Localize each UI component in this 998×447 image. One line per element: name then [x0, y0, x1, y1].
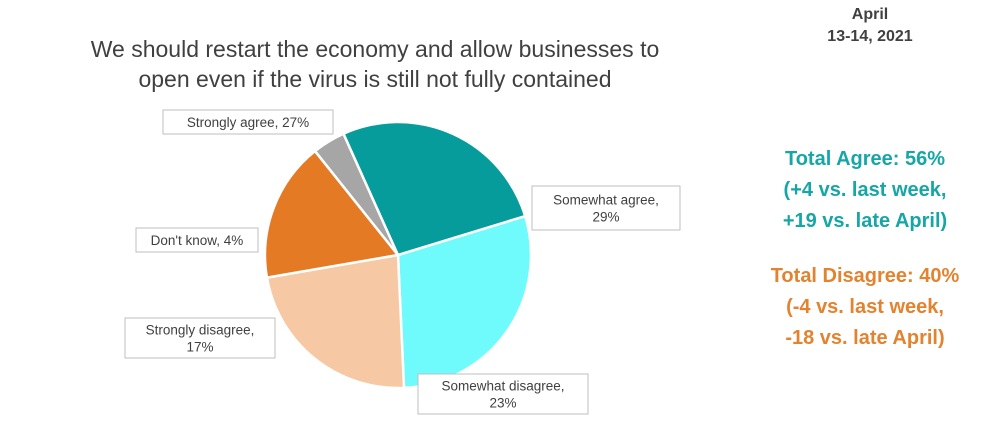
slice-label-text: Somewhat agree, [553, 193, 659, 208]
total-disagree-line-2: (-4 vs. last week, [786, 296, 944, 318]
survey-date-days: 13-14, 2021 [827, 28, 913, 45]
chart-title-line-2: open even if the virus is still not full… [138, 66, 612, 92]
slice-label-text: Don't know, 4% [151, 233, 244, 248]
pie-labels: Somewhat agree,29%Somewhat disagree,23%S… [124, 109, 681, 415]
chart-title-line-1: We should restart the economy and allow … [90, 36, 660, 62]
slice-label-strongly-disagree: Strongly disagree, 17% [124, 317, 276, 359]
slice-label-text: 17% [186, 340, 213, 355]
slice-label-somewhat-agree: Somewhat agree, 29% [531, 185, 681, 231]
slice-label-box [135, 227, 259, 253]
slice-label-text: 23% [489, 396, 516, 411]
slice-label-text: Strongly disagree, [146, 323, 255, 338]
total-agree-summary: Total Agree: 56% (+4 vs. last week, +19 … [740, 144, 990, 237]
pie-slice-strongly-agree [342, 120, 527, 257]
total-agree-line-1: Total Agree: 56% [784, 148, 946, 170]
chart-title: We should restart the economy and allow … [40, 34, 710, 94]
survey-date: April 13-14, 2021 [790, 4, 950, 48]
pie-slice-somewhat-disagree [265, 253, 406, 390]
survey-date-month: April [851, 6, 889, 23]
total-disagree-line-3: -18 vs. late April) [785, 327, 945, 349]
total-disagree-line-1: Total Disagree: 40% [770, 265, 960, 287]
slice-label-box [124, 317, 276, 359]
slice-label-text: 29% [592, 210, 619, 225]
slice-label-somewhat-disagree: Somewhat disagree, 23% [417, 373, 589, 415]
pie-slice-strongly-disagree [263, 149, 400, 279]
total-disagree-summary: Total Disagree: 40% (-4 vs. last week, -… [740, 261, 990, 354]
slice-label-don-t-know: Don't know, 4% [135, 227, 259, 253]
slice-label-box [162, 109, 334, 135]
slice-label-box [417, 373, 589, 415]
pie-slices [263, 120, 533, 390]
total-agree-line-3: +19 vs. late April) [782, 210, 948, 232]
slice-label-text: Strongly agree, 27% [187, 115, 309, 130]
slice-label-strongly-agree: Strongly agree, 27% [162, 109, 334, 135]
slice-label-text: Somewhat disagree, [441, 379, 564, 394]
slice-label-box [531, 185, 681, 231]
total-agree-line-2: (+4 vs. last week, [783, 179, 947, 201]
